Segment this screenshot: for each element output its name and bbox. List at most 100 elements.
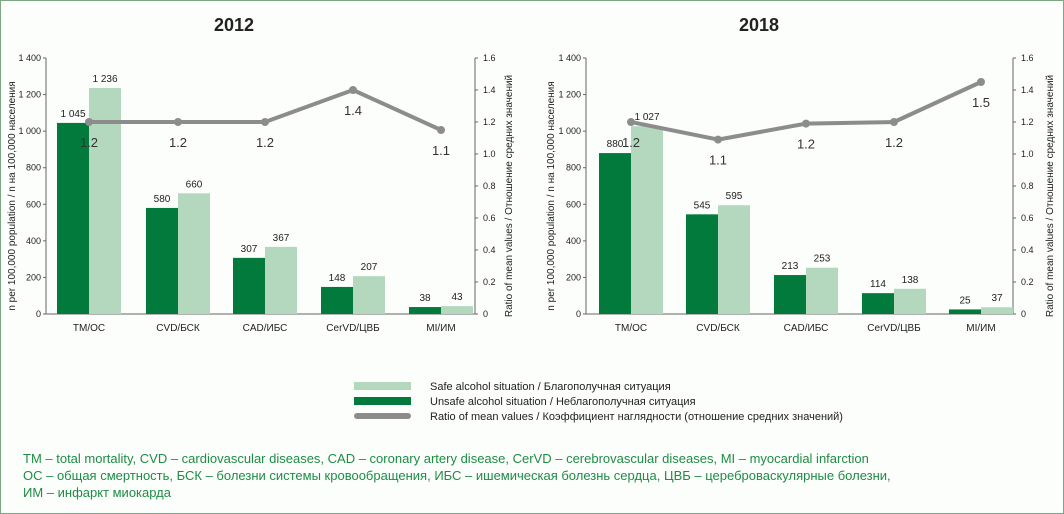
y2-tick-label: 1.0 (483, 149, 496, 159)
bar-label-unsafe: 25 (959, 295, 971, 306)
bar-safe (265, 246, 297, 314)
bar-safe (353, 276, 385, 314)
y-tick-label: 200 (26, 272, 41, 282)
y-tick-label: 1 200 (558, 90, 581, 100)
y2-tick-label: 1.0 (1021, 149, 1034, 159)
note-line-russian-cont: ИМ – инфаркт миокарда (23, 485, 172, 500)
bar-safe (89, 87, 121, 314)
note-line-english: TM – total mortality, CVD – cardiovascul… (23, 451, 869, 466)
y2-tick-label: 0.8 (1021, 181, 1034, 191)
bar-label-unsafe: 114 (870, 279, 886, 290)
legend-swatch-ratio (354, 413, 411, 419)
bar-label-unsafe: 1 045 (60, 109, 85, 120)
category-label: MI/ИМ (966, 323, 995, 334)
y-tick-label: 400 (566, 236, 581, 246)
y2-tick-label: 0.2 (1021, 277, 1034, 287)
y2-tick-label: 1.6 (1021, 53, 1034, 63)
y-axis-label: n per 100,000 population / n на 100,000 … (546, 81, 557, 310)
ratio-label: 1.2 (885, 135, 903, 150)
ratio-label: 1.2 (169, 135, 187, 150)
bar-safe (178, 193, 210, 314)
bar-label-safe: 37 (991, 293, 1003, 304)
y-tick-label: 600 (566, 199, 581, 209)
ratio-point (714, 135, 722, 144)
chart-2018: 2018 0 200 400 600 800 1 000 1 200 1 400 0 0.2 0.4 0… (546, 15, 1056, 334)
category-label: CerVD/ЦВБ (867, 323, 921, 334)
bar-unsafe (949, 309, 981, 314)
bar-label-safe: 43 (451, 292, 463, 303)
ratio-label: 1.1 (709, 153, 727, 168)
ratio-point (174, 118, 182, 126)
bar-safe (631, 126, 663, 314)
bar-label-safe: 253 (814, 254, 831, 265)
y2-tick-label: 0.8 (483, 181, 496, 191)
bar-label-safe: 1 027 (634, 112, 659, 123)
bar-label-unsafe: 545 (694, 200, 711, 211)
legend-label-safe: Safe alcohol situation / Благополучная с… (430, 381, 671, 393)
bar-label-unsafe: 38 (419, 293, 431, 304)
bar-label-unsafe: 880 (607, 139, 624, 150)
bar-label-safe: 207 (361, 262, 378, 273)
legend-swatch-safe (354, 382, 411, 390)
bar-safe (981, 307, 1013, 314)
bar-label-unsafe: 580 (154, 194, 171, 205)
category-label: CAD/ИБС (243, 323, 288, 334)
y-tick-label: 1 400 (558, 53, 581, 63)
ratio-point (261, 118, 269, 126)
category-label: CVD/БСК (696, 323, 740, 334)
bar-label-safe: 138 (902, 275, 919, 286)
y-tick-label: 400 (26, 236, 41, 246)
ratio-label: 1.4 (344, 103, 362, 118)
y-tick-label: 0 (36, 309, 41, 319)
y2-tick-label: 0.2 (483, 277, 496, 287)
charts-canvas: 2012 0 200 400 600 800 1 000 1 200 1 400 0 0.2 0.4 0… (7, 15, 1056, 423)
category-label: TM/OC (73, 323, 105, 334)
ratio-label: 1.2 (80, 135, 98, 150)
y2-tick-label: 0 (1021, 309, 1026, 319)
category-label: MI/ИМ (426, 323, 455, 334)
bar-unsafe (146, 207, 178, 314)
y-tick-label: 800 (566, 163, 581, 173)
ratio-point (85, 118, 93, 126)
bar-unsafe (57, 122, 89, 315)
legend-label-unsafe: Unsafe alcohol situation / Неблагополучн… (430, 396, 696, 408)
y2-tick-label: 1.6 (483, 53, 496, 63)
y2-tick-label: 0.4 (1021, 245, 1034, 255)
y-tick-label: 200 (566, 272, 581, 282)
ratio-label: 1.2 (622, 135, 640, 150)
bar-unsafe (233, 257, 265, 314)
y-tick-label: 1 400 (18, 53, 41, 63)
ratio-label: 1.2 (797, 137, 815, 152)
bar-unsafe (321, 286, 353, 314)
bar-label-safe: 595 (726, 191, 743, 202)
y-tick-label: 1 000 (558, 126, 581, 136)
chart-title: 2018 (739, 15, 779, 35)
category-label: CerVD/ЦВБ (326, 323, 380, 334)
y-axis-label: n per 100,000 population / n на 100,000 … (7, 81, 18, 310)
y2-axis-label: Ratio of mean values / Отношение средних… (1045, 75, 1056, 317)
bar-unsafe (686, 214, 718, 314)
ratio-point (349, 86, 357, 94)
y-tick-label: 800 (26, 163, 41, 173)
y2-tick-label: 1.2 (483, 117, 496, 127)
bar-unsafe (409, 307, 441, 314)
ratio-point (802, 119, 810, 128)
y-tick-label: 1 200 (18, 90, 41, 100)
y2-tick-label: 0.4 (483, 245, 496, 255)
bar-unsafe (599, 153, 631, 314)
y2-axis-label: Ratio of mean values / Отношение средних… (504, 75, 515, 317)
bar-label-unsafe: 148 (329, 273, 346, 284)
legend-swatch-unsafe (354, 397, 411, 405)
ratio-point (890, 118, 898, 126)
y2-tick-label: 1.4 (1021, 85, 1034, 95)
legend: Safe alcohol situation / Благополучная с… (354, 381, 843, 423)
y-tick-label: 600 (26, 199, 41, 209)
bar-safe (894, 288, 926, 314)
abbreviation-notes: TM – total mortality, CVD – cardiovascul… (23, 450, 1043, 501)
y2-tick-label: 0 (483, 309, 488, 319)
y2-tick-label: 1.2 (1021, 117, 1034, 127)
bar-safe (718, 205, 750, 314)
ratio-label: 1.5 (972, 95, 990, 110)
ratio-point (627, 118, 635, 126)
